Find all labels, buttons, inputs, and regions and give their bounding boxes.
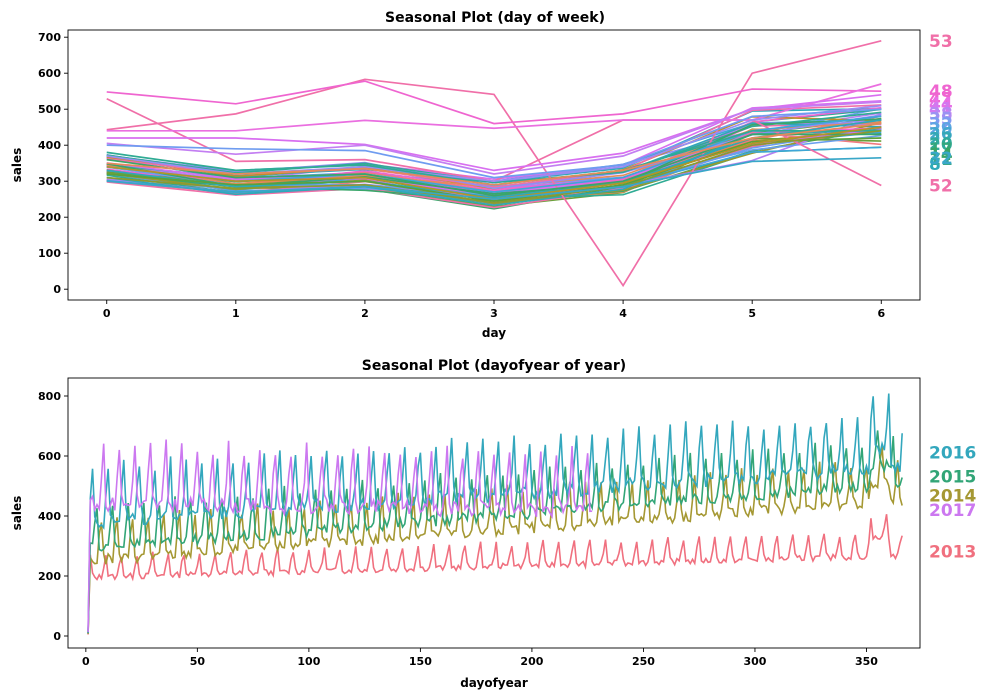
- chart2-ytick-label: 0: [53, 630, 61, 643]
- chart2-frame: [67, 377, 921, 649]
- chart1-end-label: 29: [929, 120, 953, 140]
- chart2-series-line: [87, 514, 903, 635]
- chart1-end-label: 32: [929, 149, 953, 169]
- chart1-series-line: [106, 39, 882, 288]
- chart1-series-line: [106, 108, 882, 179]
- chart1-series-line: [106, 137, 882, 202]
- chart2-xtick-label: 100: [297, 655, 320, 668]
- chart1-series-line: [106, 101, 882, 175]
- chart1-xtick-label: 1: [232, 307, 240, 320]
- chart1-series-line: [106, 80, 882, 125]
- chart1-xtick-label: 6: [877, 307, 885, 320]
- chart1-end-label: 41: [929, 99, 953, 119]
- chart2-title: Seasonal Plot (dayofyear of year): [362, 358, 626, 374]
- chart1-xtick-label: 2: [361, 307, 369, 320]
- chart2-xtick-label: 0: [82, 655, 90, 668]
- chart1-xlabel: day: [482, 326, 506, 340]
- chart1-ytick-label: 400: [38, 139, 61, 152]
- chart1-xtick-label: 5: [748, 307, 756, 320]
- chart2-end-label: 2013: [929, 542, 976, 562]
- chart1-xtick-label: 3: [490, 307, 498, 320]
- chart1-end-label: 52: [929, 177, 953, 197]
- chart1-series-line: [106, 129, 882, 204]
- chart1-end-label: 35: [929, 110, 953, 130]
- chart1-end-label: 47: [929, 89, 953, 109]
- chart2-end-label: 2014: [929, 487, 976, 507]
- chart1-end-label: 32: [929, 115, 953, 135]
- chart2-xlabel: dayofyear: [460, 676, 528, 690]
- chart1-end-label: 14: [929, 145, 953, 165]
- chart1-series-line: [106, 111, 882, 184]
- chart1-xtick-label: 0: [103, 307, 111, 320]
- chart1-ytick-label: 700: [38, 31, 61, 44]
- chart1-end-label: 11: [929, 150, 953, 170]
- chart2-ylabel: sales: [10, 496, 24, 531]
- chart1-series-line: [106, 156, 882, 201]
- chart1-ytick-label: 100: [38, 247, 61, 260]
- chart2-ticks: 0 50 100 150 200 250 300 350 0 200 400 600 800: [38, 390, 878, 668]
- chart2-ytick-label: 400: [38, 510, 61, 523]
- chart2-xtick-label: 300: [743, 655, 766, 668]
- chart2-xtick-label: 150: [409, 655, 432, 668]
- chart1-ylabel: sales: [10, 148, 24, 183]
- chart2-xtick-label: 200: [520, 655, 543, 668]
- chart1-end-label: 38: [929, 105, 953, 125]
- chart-dayofyear: Seasonal Plot (dayofyear of year) 0 50 100…: [10, 358, 976, 690]
- chart1-series-line: [106, 119, 882, 209]
- chart2-xtick-label: 250: [632, 655, 655, 668]
- chart1-ticks: 0 1 2 3 4 5 6 0 100 200 300 400 500 600 700: [38, 31, 885, 320]
- chart1-ytick-label: 300: [38, 175, 61, 188]
- chart1-ytick-label: 600: [38, 67, 61, 80]
- chart2-end-label: 2016: [929, 443, 976, 463]
- chart1-xtick-label: 4: [619, 307, 627, 320]
- chart2-end-label: 2017: [929, 501, 976, 521]
- chart1-title: Seasonal Plot (day of week): [385, 10, 605, 26]
- chart2-series: [87, 393, 903, 635]
- chart1-end-label: 48: [929, 82, 953, 102]
- chart1-end-label: 23: [929, 130, 953, 150]
- chart1-end-label: 17: [929, 140, 953, 160]
- chart1-series-line: [106, 122, 882, 186]
- chart1-ytick-label: 500: [38, 103, 61, 116]
- chart2-xtick-label: 350: [855, 655, 878, 668]
- chart2-series-line: [87, 439, 593, 633]
- chart1-ytick-label: 200: [38, 211, 61, 224]
- chart2-xtick-label: 50: [190, 655, 206, 668]
- chart1-end-label: 20: [929, 135, 953, 155]
- chart1-series: [106, 39, 882, 288]
- chart1-end-label: 53: [929, 32, 953, 52]
- chart1-end-label: 26: [929, 125, 953, 145]
- chart1-series-line: [106, 133, 882, 197]
- chart2-ytick-label: 800: [38, 390, 61, 403]
- chart2-ytick-label: 200: [38, 570, 61, 583]
- chart2-end-label: 2015: [929, 467, 976, 487]
- chart1-end-label: 44: [929, 94, 953, 114]
- chart1-frame: [67, 29, 921, 301]
- chart1-ytick-label: 0: [53, 283, 61, 296]
- chart2-ytick-label: 600: [38, 450, 61, 463]
- chart1-end-label: 8: [929, 155, 941, 175]
- chart-day-of-week: Seasonal Plot (day of week) 0 1 2 3 4 5 601002…: [10, 10, 953, 340]
